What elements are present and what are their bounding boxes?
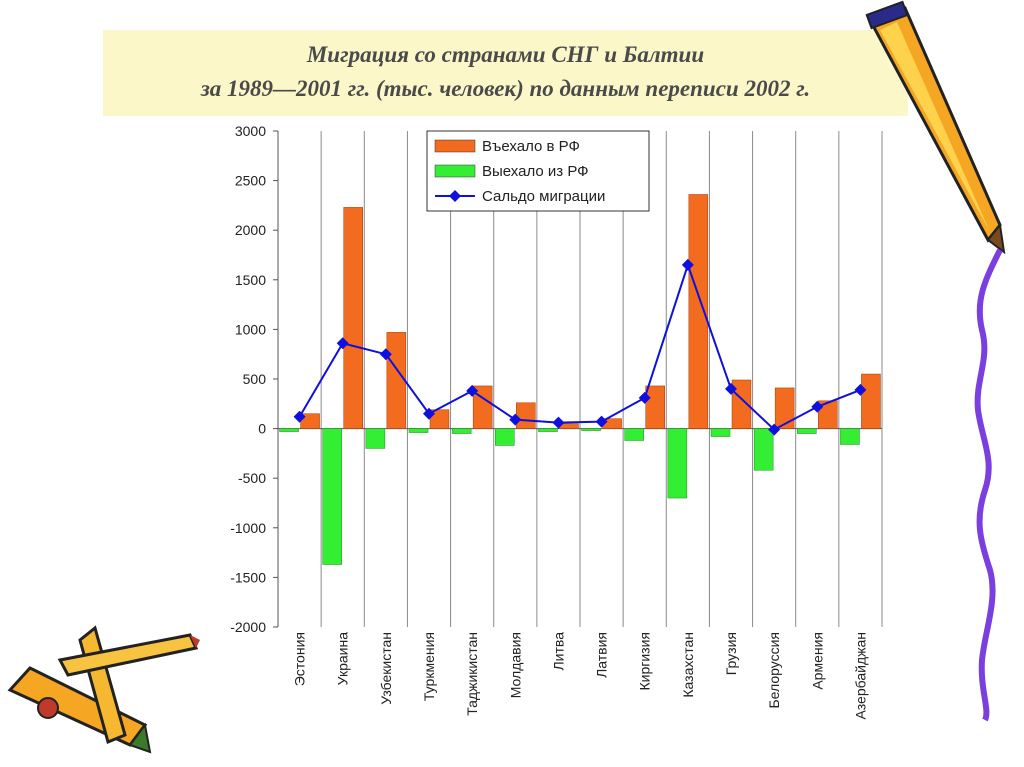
point-net [811,400,824,413]
x-tick-label: Туркмения [421,632,437,701]
point-net [293,410,306,423]
x-tick-label: Таджикистан [464,632,480,716]
bar-outflow [279,428,299,432]
series-line-net [298,261,861,431]
point-net [466,384,479,397]
bar-outflow [710,428,731,437]
slide-title-line-1: Миграция со странами СНГ и Балтии [306,42,705,67]
point-net [595,415,608,428]
y-tick-label: -1500 [230,569,266,585]
x-tick-label: Литва [550,632,566,671]
bar-inflow [645,385,665,429]
bar-outflow [753,428,774,471]
bar-inflow [429,409,450,429]
legend-label: Выехало из РФ [482,163,589,180]
point-net [509,413,522,426]
bar-outflow [408,428,429,433]
y-tick-label: 500 [243,371,267,387]
y-tick-label: 0 [258,421,266,437]
point-net [681,258,694,271]
bar-outflow [624,428,644,441]
bar-outflow [322,428,342,565]
bar-inflow [861,373,881,429]
x-tick-label: Эстония [292,632,308,686]
x-tick-label: Узбекистан [378,632,394,705]
point-net [379,348,392,361]
x-tick-label: Азербайджан [852,632,868,720]
legend-label: Въехало в РФ [482,138,580,155]
bar-inflow [343,207,363,429]
slide-title-line-2: за 1989—2001 гг. (тыс. человек) по данны… [200,76,811,101]
point-net [336,337,349,350]
bar-inflow [472,385,493,429]
bar-inflow [818,400,838,429]
y-tick-label: 2000 [235,222,266,238]
title-band: Миграция со странами СНГ и Балтии за 198… [103,30,908,116]
point-net [854,383,867,396]
x-tick-label: Киргизия [637,632,653,691]
bar-outflow [667,428,688,499]
point-net [725,382,737,395]
point-net [423,407,435,420]
x-tick-label: Молдавия [507,632,523,698]
y-tick-label: -500 [238,470,266,486]
bar-outflow [451,428,472,434]
legend-label: Сальдо миграции [482,188,605,205]
x-tick-label: Грузия [723,632,739,675]
legend-marker [449,190,461,202]
bar-outflow [495,428,515,446]
point-net [552,416,565,429]
bar-inflow [731,379,752,429]
bar-inflow [688,194,709,429]
x-tick-label: Белоруссия [766,632,782,709]
legend-swatch [434,139,476,153]
point-net [638,391,651,404]
y-tick-label: 3000 [235,123,266,139]
x-tick-label: Украина [335,632,351,686]
pencil-icon-top-right [865,0,1006,255]
x-tick-label: Латвия [594,632,610,678]
y-tick-label: -1000 [230,520,266,536]
bar-outflow [365,428,386,449]
x-tick-label: Армения [809,632,825,690]
bar-outflow [797,428,817,434]
wavy-line-right [974,248,1003,722]
y-tick-label: 2500 [235,173,266,189]
bar-outflow [581,428,601,431]
x-tick-label: Казахстан [680,632,696,698]
bar-inflow [774,387,795,429]
pencil-icon-bottom-left [7,625,200,754]
y-tick-label: 1000 [235,321,266,337]
bar-outflow [538,428,558,432]
bar-outflow [840,428,860,445]
y-tick-label: -2000 [230,619,266,635]
point-net [768,423,781,436]
y-tick-label: 1500 [235,272,266,288]
legend-swatch [434,164,476,178]
